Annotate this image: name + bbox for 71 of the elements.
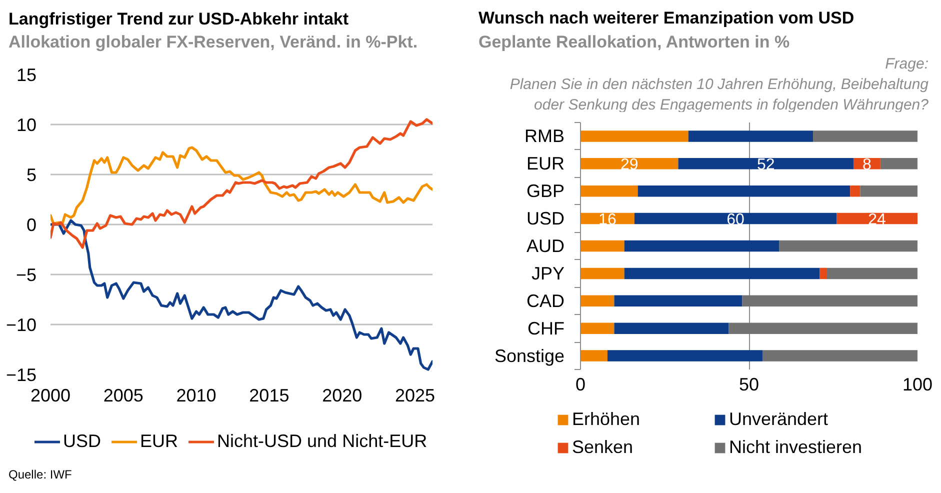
bar [580, 240, 624, 252]
source-note: Quelle: IWF [8, 468, 72, 482]
x-tick-label: 2025 [394, 386, 436, 406]
x-tick-label: 100 [902, 374, 933, 394]
x-tick-label: 50 [738, 374, 760, 394]
bar [826, 268, 918, 280]
x-tick-label: 2015 [249, 386, 290, 406]
bar [638, 185, 850, 197]
data-label: 52 [756, 156, 775, 174]
bar [580, 130, 688, 142]
bar [580, 350, 608, 362]
chart-title: Langfristiger Trend zur USD-Abkehr intakt [8, 10, 349, 28]
y-tick-label: Sonstige [494, 346, 565, 366]
bar [580, 322, 614, 334]
x-tick-label: 2005 [103, 386, 144, 406]
chart-subtitle: Geplante Reallokation, Antworten in % [478, 32, 790, 52]
bar [614, 322, 729, 334]
bar [580, 268, 624, 280]
y-tick-label: 0 [26, 215, 37, 235]
y-tick-label: 5 [26, 165, 37, 185]
legend-label: Erhöhen [572, 409, 642, 430]
legend-label: EUR [140, 431, 178, 452]
x-tick-label: 2020 [322, 386, 362, 406]
y-tick-label: 10 [16, 115, 37, 135]
y-tick-label: GBP [526, 181, 565, 202]
bar [742, 295, 918, 307]
bar [820, 268, 827, 280]
y-tick-label: CAD [526, 290, 565, 311]
bar [688, 130, 814, 142]
y-tick-label: CHF [528, 318, 565, 338]
y-tick-label: RMB [524, 126, 564, 146]
bar [880, 158, 918, 170]
bar [607, 350, 762, 362]
bar [624, 268, 820, 280]
x-tick-label: 2000 [30, 386, 71, 406]
bar [779, 240, 918, 252]
bar [728, 322, 918, 334]
x-tick-label: 0 [575, 374, 586, 394]
bar [762, 350, 918, 362]
bar [580, 158, 678, 170]
bar [614, 295, 742, 307]
y-tick-label: 15 [16, 65, 37, 85]
bar [624, 240, 780, 252]
y-tick-label: −10 [6, 315, 37, 335]
text: Frage: Planen Sie in den nächsten 10 Jahren Erhöhung, Beibehaltung oder Senkung des Engagements in folgenden Währungen? [510, 56, 930, 114]
y-tick-label: USD [526, 208, 565, 229]
legend-label: Nicht-USD und Nicht-EUR [217, 431, 428, 452]
y-tick-label: AUD [526, 236, 565, 256]
bar [580, 185, 638, 197]
bar [678, 158, 854, 170]
line-series [50, 219, 432, 371]
legend-label: USD [63, 431, 102, 452]
chart-title: Wunsch nach weiterer Emanzipation vom USD [478, 8, 854, 28]
data-label: 29 [620, 156, 638, 174]
data-label: 8 [862, 156, 872, 174]
bar [860, 185, 918, 197]
legend-label: Unverändert [729, 409, 830, 430]
line-series [50, 146, 432, 226]
bar [634, 212, 837, 224]
y-tick-label: −5 [16, 265, 37, 285]
y-tick-label: EUR [526, 154, 565, 174]
legend-label: Nicht investieren [729, 437, 862, 458]
bar [580, 295, 614, 307]
bar [813, 130, 918, 142]
y-tick-label: JPY [531, 263, 565, 284]
legend-label: Senken [572, 437, 634, 458]
chart-subtitle: Allokation globaler FX-Reserven, Veränd. in %-Pkt. [8, 32, 418, 52]
line-series [50, 118, 432, 249]
y-tick-label: −15 [6, 365, 37, 385]
x-tick-label: 2010 [176, 386, 216, 406]
bar [850, 185, 860, 197]
